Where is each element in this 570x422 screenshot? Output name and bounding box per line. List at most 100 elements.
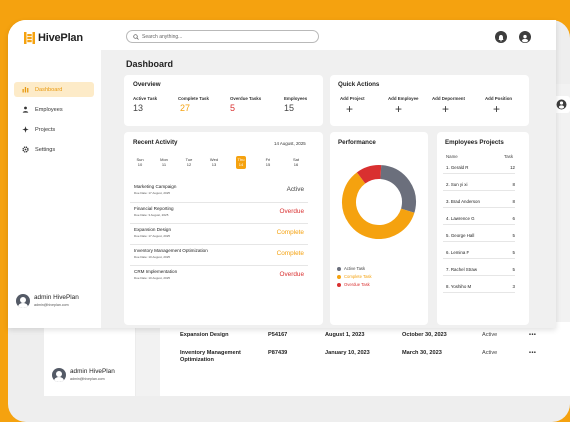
activity-item[interactable]: Financial Reporting Due Date: 3 August, … [130, 202, 308, 223]
employee-name: 7. Rachel Straw [446, 267, 477, 272]
day-name: Sat [292, 157, 299, 162]
calendar-day-tue[interactable]: Tue 12 [184, 157, 194, 168]
row-menu-icon[interactable]: ••• [529, 332, 537, 338]
employee-task-count: 6 [512, 216, 515, 221]
background-avatar-button [553, 96, 570, 113]
main-content: Dashboard Overview Active Task 13 Comple… [101, 50, 556, 328]
bell-icon [498, 35, 504, 42]
app-logo[interactable]: HivePlan [24, 32, 83, 44]
quick-action-label: Add Deporment [432, 96, 465, 101]
employee-name: 1. Gerald R [446, 165, 469, 170]
employee-task-count: 5 [512, 267, 515, 272]
activity-due-date: Due Date: 10 August, 2025 [134, 255, 171, 259]
employee-task-count: 12 [510, 165, 515, 170]
row-menu-icon[interactable]: ••• [529, 350, 537, 356]
stat-label-complete: Complete Task [178, 96, 209, 101]
day-number: 10 [137, 162, 143, 168]
activity-name: Financial Reporting [134, 206, 174, 211]
overview-card: Overview Active Task 13 Complete Task 27… [124, 75, 323, 126]
activity-name: Inventory Management Optimization [134, 248, 208, 253]
employees-projects-title: Employees Projects [445, 139, 504, 146]
calendar-day-fri[interactable]: Fri 15 [263, 157, 273, 168]
legend-label: Active Task [344, 266, 366, 271]
activity-item[interactable]: Marketing Campaign Due Date: 17 August, … [130, 181, 308, 202]
page-title: Dashboard [126, 59, 174, 69]
stat-value-complete: 27 [180, 103, 191, 113]
gear-icon [22, 146, 29, 153]
status-badge: Complete [276, 229, 304, 236]
legend-dot [337, 282, 341, 287]
user-profile[interactable]: admin HivePlan admin@hiveplan.com [16, 294, 79, 308]
background-user-profile[interactable]: admin HivePlan admin@hiveplan.com [52, 368, 115, 382]
sidebar: Dashboard Employees Projects Settings [8, 50, 101, 328]
status-badge: Overdue [279, 208, 304, 215]
employee-name: 2. Sun yi xi [446, 182, 468, 187]
calendar-day-thu[interactable]: Thu 14 [236, 156, 246, 169]
calendar-day-sun[interactable]: Sun 10 [135, 157, 145, 168]
sidebar-item-label: Employees [35, 106, 63, 113]
activity-item[interactable]: CRM Implementation Due Date: 10 August, … [130, 265, 308, 286]
project-status: Active [482, 350, 498, 356]
list-item[interactable]: 6. Lemina F 5 [443, 247, 515, 259]
profile-button[interactable] [519, 31, 531, 43]
legend-item-overdue: Overdue Task [337, 282, 370, 287]
list-item[interactable]: 3. Brad Anderson 8 [443, 196, 515, 208]
employee-task-count: 8 [512, 199, 515, 204]
day-name: Fri [265, 157, 271, 162]
user-email: admin@hiveplan.com [34, 302, 69, 307]
activity-due-date: Due Date: 17 August, 2025 [134, 191, 171, 195]
sidebar-item-label: Settings [35, 146, 56, 153]
day-name: Wed [209, 157, 219, 162]
stat-label-active: Active Task [133, 96, 158, 101]
calendar-day-sat[interactable]: Sat 16 [291, 157, 301, 168]
project-end: October 30, 2023 [402, 332, 447, 338]
employee-task-count: 5 [512, 233, 515, 238]
list-item[interactable]: 1. Gerald R 12 [443, 162, 515, 174]
sidebar-item-settings[interactable]: Settings [14, 142, 94, 157]
user-email: admin@hiveplan.com [70, 376, 105, 381]
legend-label: Complete Task [344, 274, 372, 279]
project-status: Active [482, 332, 498, 338]
app-window: HivePlan Search anything... [8, 20, 556, 328]
list-item[interactable]: 5. George Hall 5 [443, 230, 515, 242]
activity-item[interactable]: Expansion Design Due Date: 17 August, 20… [130, 223, 308, 244]
calendar-day-mon[interactable]: Mon 11 [159, 157, 169, 168]
stat-label-overdue: Overdue Tasks [230, 96, 262, 101]
list-item[interactable]: 2. Sun yi xi 8 [443, 179, 515, 191]
day-name: Mon [160, 157, 168, 162]
legend-dot [337, 274, 341, 279]
sidebar-item-dashboard[interactable]: Dashboard [14, 82, 94, 97]
legend-dot [337, 266, 341, 271]
stat-label-employees: Employees [284, 96, 308, 101]
user-icon [22, 106, 29, 113]
day-name: Sun [136, 157, 144, 162]
performance-title: Performance [338, 139, 376, 146]
search-input[interactable]: Search anything... [126, 30, 319, 43]
notification-button[interactable] [495, 31, 507, 43]
project-name: Inventory Management Optimization [180, 350, 241, 364]
sidebar-item-employees[interactable]: Employees [14, 102, 94, 117]
calendar-day-wed[interactable]: Wed 13 [209, 157, 219, 168]
sidebar-item-projects[interactable]: Projects [14, 122, 94, 137]
activity-name: CRM Implementation [134, 269, 178, 274]
list-item[interactable]: 7. Rachel Straw 5 [443, 264, 515, 276]
search-icon [133, 33, 139, 40]
employees-projects-card: Employees Projects Name Task 1. Gerald R… [437, 132, 529, 325]
status-badge: Active [286, 186, 304, 193]
user-name: admin HivePlan [70, 368, 115, 376]
quick-actions-title: Quick Actions [338, 81, 380, 88]
current-date: 14 August, 2025 [274, 141, 306, 146]
column-header-task: Task [504, 154, 514, 159]
activity-name: Marketing Campaign [134, 184, 177, 189]
donut-slice-active-task [342, 165, 416, 239]
performance-donut-chart [342, 165, 416, 239]
project-start: January 10, 2023 [325, 350, 370, 356]
user-icon [556, 99, 567, 110]
plus-icon: + [442, 102, 450, 116]
day-number: 12 [186, 162, 192, 168]
stat-value-overdue: 5 [230, 103, 236, 113]
activity-item[interactable]: Inventory Management Optimization Due Da… [130, 244, 308, 265]
sparkle-icon [22, 126, 29, 133]
list-item[interactable]: 8. Yoshiho M 3 [443, 281, 515, 293]
list-item[interactable]: 4. Lawrence G 6 [443, 213, 515, 225]
